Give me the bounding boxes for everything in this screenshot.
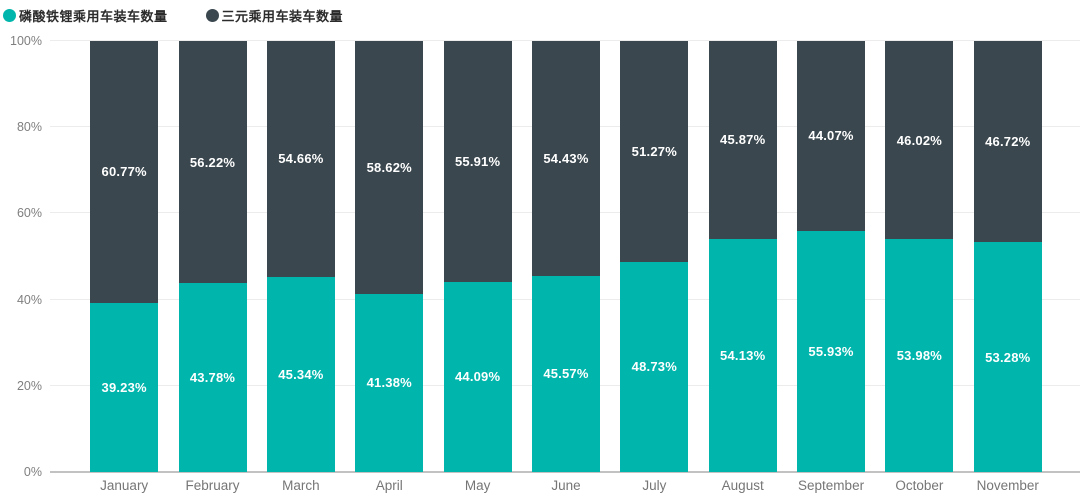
bar-segment-lfp[interactable]: 45.57% [531,275,600,472]
legend-dot-icon [3,9,16,22]
bar-value-label: 51.27% [631,143,677,159]
bar-segment-ncm[interactable]: 55.91% [443,41,512,282]
y-tick-label: 100% [10,34,42,48]
bar-value-label: 45.57% [543,366,589,382]
bar: 45.87% 54.13% [708,41,777,472]
bar-segment-lfp[interactable]: 53.98% [885,239,954,472]
bar-value-label: 56.22% [189,154,236,170]
bar-value-label: 41.38% [366,375,412,391]
bar-value-label: 45.34% [278,366,324,382]
bar: 54.66% 45.34% [266,41,335,472]
legend-item-label: 磷酸铁锂乘用车装车数量 [19,9,168,24]
bar-segment-ncm[interactable]: 58.62% [355,41,424,294]
bar-column-august: 45.87% 54.13% [699,41,787,472]
bar-segment-lfp[interactable]: 41.38% [355,293,424,472]
bar-segment-ncm[interactable]: 45.87% [708,41,777,239]
bar-segment-lfp[interactable]: 55.93% [797,230,866,472]
bar-column-april: 58.62% 41.38% [345,41,433,472]
bar-segment-lfp[interactable]: 43.78% [178,283,247,472]
y-tick-label: 60% [16,206,42,221]
bar-value-label: 55.91% [454,153,501,169]
legend-item-label: 三元乘用车装车数量 [221,9,344,24]
bar-segment-ncm[interactable]: 60.77% [90,41,159,303]
bar-value-label: 54.66% [278,151,324,167]
x-tick-label: June [551,478,581,493]
bar-column-may: 55.91% 44.09% [433,41,521,472]
bar-value-label: 54.43% [543,150,589,166]
bar-segment-lfp[interactable]: 48.73% [620,261,689,472]
bar-segment-ncm[interactable]: 51.27% [620,41,689,262]
bar-value-label: 44.09% [454,369,501,385]
x-tick-label: February [185,478,240,493]
bar-value-label: 55.93% [808,343,854,359]
x-tick-label: August [721,478,764,493]
bar-value-label: 58.62% [366,159,412,175]
bar-value-label: 44.07% [808,128,854,144]
bar: 58.62% 41.38% [355,41,424,472]
gridline [50,40,1080,41]
bar-segment-lfp[interactable]: 44.09% [443,281,512,472]
bar-value-label: 46.02% [896,132,943,148]
bar-segment-lfp[interactable]: 45.34% [266,276,335,472]
x-axis: January February March April May June July Augu… [80,478,1052,500]
bar-value-label: 46.72% [985,134,1031,150]
bar-segment-lfp[interactable]: 39.23% [90,302,159,472]
bar-column-february: 56.22% 43.78% [168,41,256,472]
bar-value-label: 54.13% [720,347,766,363]
bar: 46.02% 53.98% [885,41,954,472]
bar: 60.77% 39.23% [90,41,159,472]
bar-column-november: 46.72% 53.28% [964,41,1052,472]
bar: 55.91% 44.09% [443,41,512,472]
bar: 54.43% 45.57% [531,41,600,472]
bar-value-label: 45.87% [720,132,766,148]
x-tick-label: May [464,478,491,493]
bar-value-label: 48.73% [631,359,677,375]
bar-column-october: 46.02% 53.98% [875,41,963,472]
bar-value-label: 39.23% [101,379,147,395]
bar-segment-lfp[interactable]: 54.13% [708,238,777,472]
y-tick-label: 40% [16,292,42,307]
bar-segment-ncm[interactable]: 44.07% [797,41,866,231]
bar-segment-ncm[interactable]: 46.72% [973,41,1042,243]
x-tick-label: January [100,478,149,493]
x-tick-label: October [895,478,944,493]
x-tick-label: April [375,478,403,493]
legend-item-lfp[interactable]: 磷酸铁锂乘用车装车数量 [3,6,168,25]
bar-column-july: 51.27% 48.73% [610,41,698,472]
x-tick-label: September [798,478,865,493]
bar-segment-ncm[interactable]: 54.66% [266,41,335,277]
bar-column-march: 54.66% 45.34% [257,41,345,472]
bar-value-label: 53.28% [985,349,1031,365]
bar-column-june: 54.43% 45.57% [522,41,610,472]
bar-segment-ncm[interactable]: 56.22% [178,41,247,284]
x-tick-label: March [282,478,320,493]
bar: 56.22% 43.78% [178,41,247,472]
bar-column-september: 44.07% 55.93% [787,41,875,472]
bar-value-label: 53.98% [896,348,943,364]
y-axis: 0% 20% 40% 60% 80% 100% [0,34,42,479]
x-axis-baseline [50,471,1080,473]
bar-segment-lfp[interactable]: 53.28% [973,242,1042,472]
bar-segment-ncm[interactable]: 54.43% [531,41,600,276]
bar: 44.07% 55.93% [797,41,866,472]
y-tick-label: 20% [16,378,42,393]
x-tick-label: November [976,478,1039,493]
y-tick-label: 0% [23,465,42,479]
bar: 51.27% 48.73% [620,41,689,472]
bar-column-january: 60.77% 39.23% [80,41,168,472]
bars-layer: 60.77% 39.23% 56.22% 43.78% 54.66% 45.34% 58.6… [80,41,1052,472]
x-tick-label: July [642,478,667,493]
y-tick-label: 80% [16,120,42,135]
bar-value-label: 43.78% [189,370,236,386]
bar-value-label: 60.77% [101,164,147,180]
bar: 46.72% 53.28% [973,41,1042,472]
legend-item-ncm[interactable]: 三元乘用车装车数量 [205,6,344,25]
legend-dot-icon [205,9,219,22]
bar-segment-ncm[interactable]: 46.02% [885,41,954,240]
legend: 磷酸铁锂乘用车装车数量 三元乘用车装车数量 [3,6,343,25]
